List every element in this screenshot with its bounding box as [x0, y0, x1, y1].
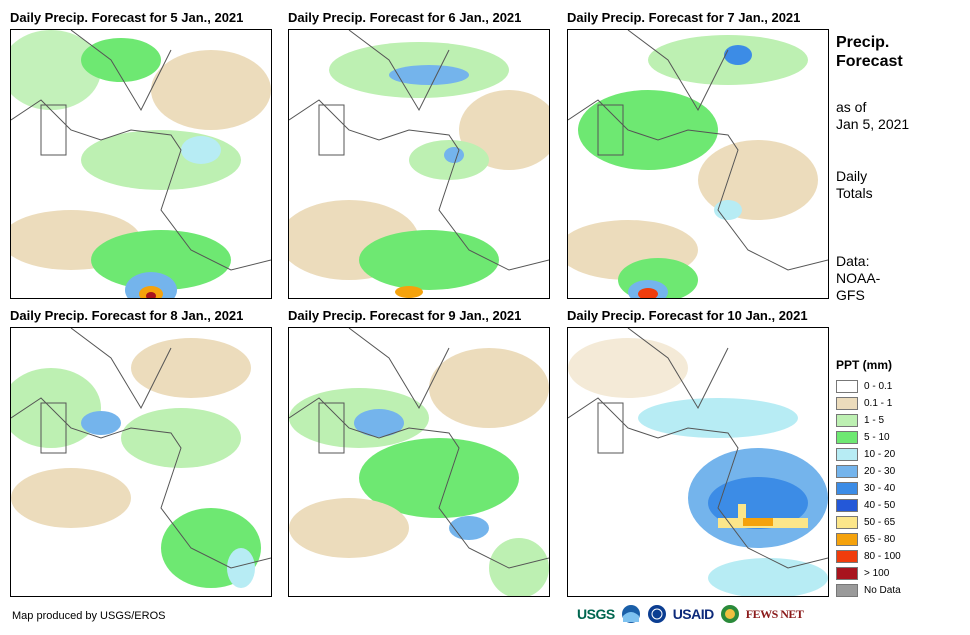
legend-label: 50 - 65: [864, 517, 896, 528]
legend-item: 65 - 80: [836, 531, 901, 548]
asof-line1: as of: [836, 99, 867, 115]
usgs-logo: USGS: [577, 606, 615, 622]
legend-item: No Data: [836, 582, 901, 599]
precip-map: [10, 327, 272, 597]
legend-swatch: [836, 550, 858, 563]
panel-title: Daily Precip. Forecast for 8 Jan., 2021: [10, 308, 244, 323]
legend-swatch: [836, 414, 858, 427]
daily-totals: Daily Totals: [836, 168, 873, 202]
legend-label: 0.1 - 1: [864, 398, 893, 409]
data-line2: NOAA-: [836, 270, 881, 286]
legend-swatch: [836, 533, 858, 546]
nasa-icon: [647, 605, 666, 623]
legend-swatch: [836, 397, 858, 410]
precip-map: [288, 327, 550, 597]
legend-item: 40 - 50: [836, 497, 901, 514]
legend-item: 80 - 100: [836, 548, 901, 565]
legend-swatch: [836, 431, 858, 444]
totals-line2: Totals: [836, 185, 873, 201]
legend-item: 10 - 20: [836, 446, 901, 463]
legend-label: 40 - 50: [864, 500, 896, 511]
legend-label: 65 - 80: [864, 534, 896, 545]
precip-map: [567, 29, 829, 299]
title-line2: Forecast: [836, 53, 903, 70]
legend-swatch: [836, 584, 858, 597]
usaid-logo: USAID: [672, 606, 715, 622]
panel-title: Daily Precip. Forecast for 9 Jan., 2021: [288, 308, 522, 323]
legend-item: 0.1 - 1: [836, 395, 901, 412]
legend-label: 30 - 40: [864, 483, 896, 494]
legend-label: > 100: [864, 568, 890, 579]
panel-title: Daily Precip. Forecast for 5 Jan., 2021: [10, 10, 244, 25]
legend-item: 5 - 10: [836, 429, 901, 446]
legend-swatch: [836, 380, 858, 393]
footer-credit: Map produced by USGS/EROS: [12, 610, 166, 622]
legend-label: 10 - 20: [864, 449, 896, 460]
as-of-date: as of Jan 5, 2021: [836, 99, 909, 133]
title-line1: Precip.: [836, 34, 890, 51]
legend-item: 30 - 40: [836, 480, 901, 497]
legend-swatch: [836, 567, 858, 580]
legend-item: 1 - 5: [836, 412, 901, 429]
legend-label: 1 - 5: [864, 415, 885, 426]
legend-item: 50 - 65: [836, 514, 901, 531]
precip-map: [10, 29, 272, 299]
legend-item: 0 - 0.1: [836, 378, 901, 395]
partner-logos: USGS USAID FEWS NET: [577, 601, 804, 627]
legend-label: 0 - 0.1: [864, 381, 893, 392]
legend-item: 20 - 30: [836, 463, 901, 480]
noaa-icon: [621, 605, 640, 623]
legend-swatch: [836, 516, 858, 529]
legend-swatch: [836, 465, 858, 478]
precip-map: [288, 29, 550, 299]
fewsnet-globe-icon: [720, 605, 739, 623]
legend-swatch: [836, 482, 858, 495]
forecast-title: Precip. Forecast: [836, 33, 903, 71]
asof-line2: Jan 5, 2021: [836, 116, 910, 132]
legend-title: PPT (mm): [836, 358, 893, 372]
precip-map: [567, 327, 829, 597]
legend-items: 0 - 0.1 0.1 - 1 1 - 5 5 - 10 10 - 20 20 - 30 3…: [836, 378, 901, 599]
legend-label: 20 - 30: [864, 466, 896, 477]
legend-label: No Data: [864, 585, 901, 596]
data-line1: Data:: [836, 253, 870, 269]
fewsnet-logo: FEWS NET: [745, 606, 804, 621]
panel-title: Daily Precip. Forecast for 10 Jan., 2021: [567, 308, 808, 323]
panel-title: Daily Precip. Forecast for 7 Jan., 2021: [567, 10, 801, 25]
legend-label: 5 - 10: [864, 432, 890, 443]
totals-line1: Daily: [836, 168, 868, 184]
legend-swatch: [836, 448, 858, 461]
ppt-legend: PPT (mm) 0 - 0.1 0.1 - 1 1 - 5 5 - 10 10 - 2…: [836, 358, 901, 599]
data-line3: GFS: [836, 287, 865, 303]
data-source: Data: NOAA- GFS: [836, 253, 880, 304]
legend-item: > 100: [836, 565, 901, 582]
legend-label: 80 - 100: [864, 551, 901, 562]
legend-swatch: [836, 499, 858, 512]
panel-title: Daily Precip. Forecast for 6 Jan., 2021: [288, 10, 522, 25]
